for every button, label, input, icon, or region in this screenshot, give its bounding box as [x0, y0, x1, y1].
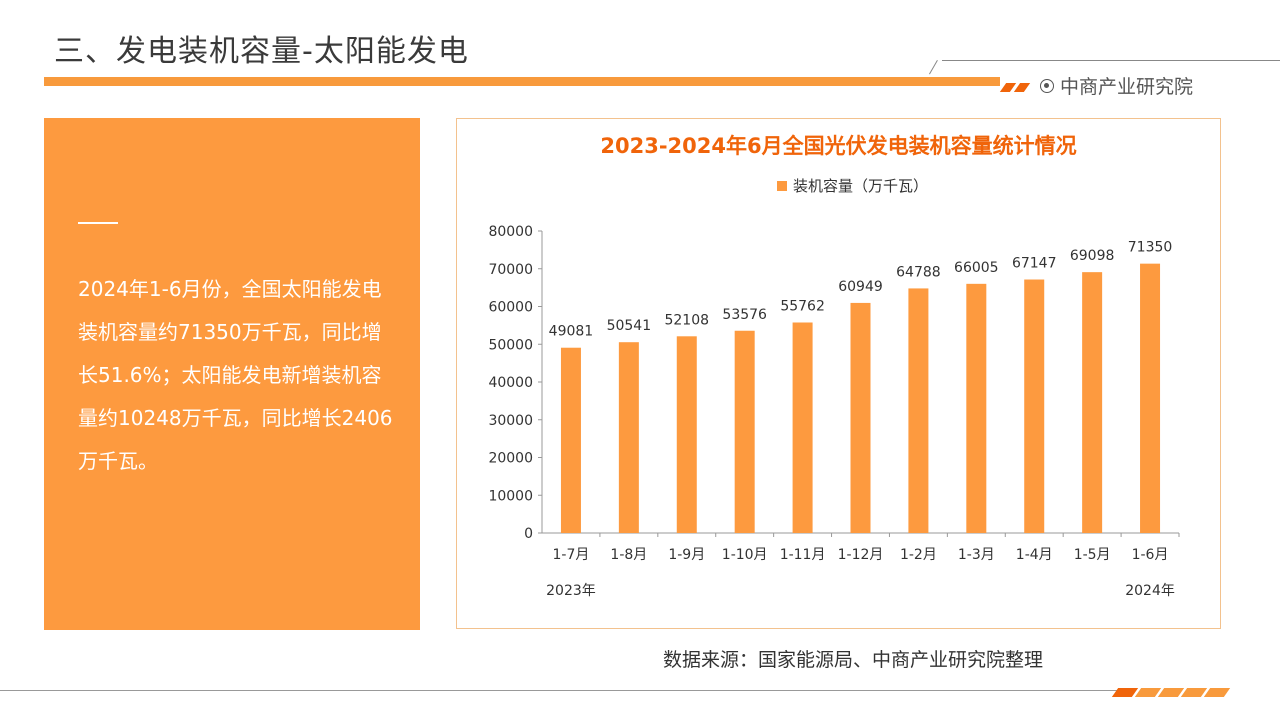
x-tick-label: 1-8月 — [610, 547, 647, 563]
title-bar-accents — [999, 77, 1031, 96]
data-source: 数据来源：国家能源局、中商产业研究院整理 — [663, 649, 1044, 671]
bar — [966, 283, 987, 533]
x-tick-label: 1-9月 — [668, 547, 705, 563]
data-label: 53576 — [722, 307, 767, 323]
y-tick-label: 40000 — [488, 375, 533, 391]
y-tick-label: 0 — [524, 526, 533, 542]
data-label: 66005 — [954, 260, 999, 276]
bar — [792, 322, 813, 533]
bar-chart: 0 10000 20000 30000 40000 50000 60000 70000 8000… — [488, 224, 1180, 599]
x-tick-label: 1-5月 — [1074, 547, 1111, 563]
x-tick-label: 1-10月 — [722, 547, 768, 563]
summary-divider — [78, 222, 118, 224]
year-label-2024: 2024年 — [1125, 583, 1175, 599]
bar — [676, 336, 697, 533]
x-tick-label: 1-12月 — [838, 547, 884, 563]
footer-line — [0, 690, 1118, 691]
brand-name: 中商产业研究院 — [1060, 76, 1194, 98]
y-tick-label: 30000 — [488, 413, 533, 429]
bar — [618, 342, 639, 533]
y-tick-label: 70000 — [488, 262, 533, 278]
target-icon — [1040, 78, 1054, 93]
bar — [560, 347, 581, 533]
chart-container: 2023-2024年6月全国光伏发电装机容量统计情况 装机容量（万千瓦） 0 10… — [456, 118, 1221, 629]
data-label: 55762 — [780, 298, 825, 314]
data-label: 69098 — [1070, 248, 1115, 264]
data-label: 49081 — [549, 324, 594, 340]
y-tick-label: 80000 — [488, 224, 533, 240]
brand-logo: 中商产业研究院 — [1040, 72, 1193, 99]
y-tick-label: 60000 — [488, 300, 533, 316]
data-label: 52108 — [664, 312, 709, 328]
data-label: 60949 — [838, 279, 883, 295]
x-tick-label: 1-4月 — [1016, 547, 1053, 563]
bar — [1140, 263, 1161, 533]
data-label: 71350 — [1128, 240, 1173, 256]
bar — [734, 330, 755, 533]
data-label: 64788 — [896, 264, 941, 280]
x-tick-label: 1-6月 — [1132, 547, 1169, 563]
legend-label: 装机容量（万千瓦） — [793, 177, 929, 195]
y-tick-label: 10000 — [488, 488, 533, 504]
x-tick-label: 1-3月 — [958, 547, 995, 563]
year-label-2023: 2023年 — [546, 583, 596, 599]
data-label: 50541 — [607, 318, 652, 334]
x-tick-label: 1-11月 — [780, 547, 826, 563]
bar — [1024, 279, 1045, 533]
chart-title: 2023-2024年6月全国光伏发电装机容量统计情况 — [600, 134, 1077, 158]
bar — [1082, 272, 1103, 533]
bar — [850, 302, 871, 533]
x-tick-label: 1-2月 — [900, 547, 937, 563]
x-tick-label: 1-7月 — [553, 547, 590, 563]
legend-swatch — [777, 180, 787, 191]
data-label: 67147 — [1012, 256, 1057, 272]
summary-text: 2024年1-6月份，全国太阳能发电装机容量约71350万千瓦，同比增长51.6… — [78, 277, 393, 473]
header-line — [942, 60, 1280, 61]
bar — [908, 288, 929, 533]
title-underline-bar — [44, 77, 1000, 86]
footer-accents — [1111, 682, 1231, 701]
y-tick-label: 50000 — [488, 337, 533, 353]
y-tick-label: 20000 — [488, 451, 533, 467]
page-title: 三、发电装机容量-太阳能发电 — [54, 34, 469, 69]
header-line-diagonal — [929, 60, 938, 75]
summary-panel: 2024年1-6月份，全国太阳能发电装机容量约71350万千瓦，同比增长51.6… — [44, 118, 420, 630]
chart-legend: 装机容量（万千瓦） — [777, 175, 928, 196]
